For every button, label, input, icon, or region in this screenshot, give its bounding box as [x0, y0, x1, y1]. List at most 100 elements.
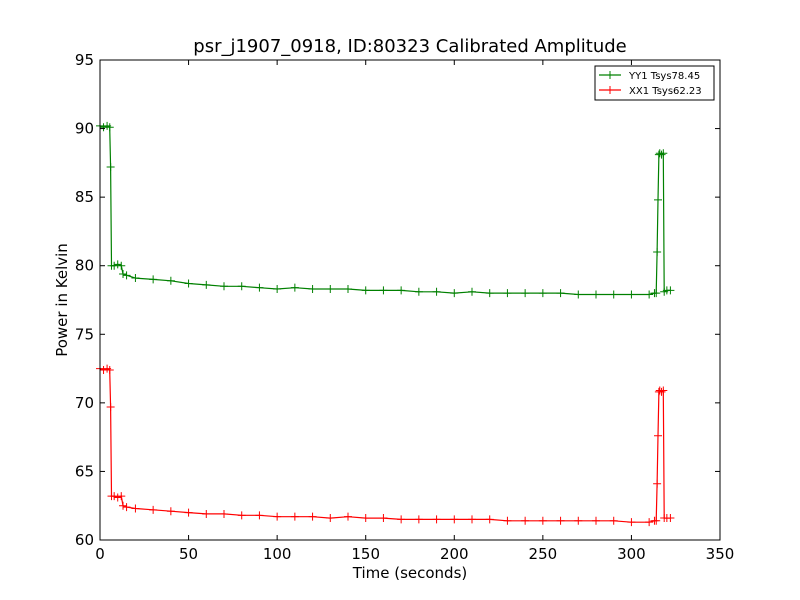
data-point: [653, 248, 662, 256]
data-point: [308, 285, 317, 294]
x-tick-label: 50: [179, 545, 198, 563]
data-point: [117, 261, 126, 270]
data-point: [657, 387, 666, 396]
x-tick-label: 0: [95, 545, 105, 563]
data-point: [326, 285, 335, 294]
data-point: [113, 493, 122, 502]
x-axis-label: Time (seconds): [352, 564, 468, 582]
data-point: [105, 365, 114, 374]
x-tick-label: 100: [263, 545, 292, 563]
data-point: [361, 514, 370, 523]
data-point: [113, 260, 122, 269]
data-point: [122, 503, 131, 512]
data-point: [645, 518, 654, 527]
data-point: [609, 516, 618, 525]
data-point: [110, 492, 119, 501]
y-tick-label: 85: [75, 188, 94, 206]
data-point: [414, 287, 423, 296]
data-point: [654, 431, 662, 440]
data-point: [184, 508, 193, 517]
data-point: [503, 516, 512, 525]
data-point: [119, 501, 128, 510]
data-point: [657, 150, 666, 159]
series-layer: [96, 121, 675, 527]
data-point: [326, 514, 335, 523]
data-point: [432, 515, 441, 524]
data-point: [379, 286, 388, 295]
data-point: [592, 290, 600, 299]
data-point: [184, 279, 193, 288]
data-point: [344, 512, 352, 521]
data-point: [666, 514, 675, 523]
data-point: [273, 285, 282, 294]
data-point: [414, 515, 423, 524]
data-point: [273, 512, 282, 521]
data-point: [308, 512, 317, 521]
data-point: [379, 514, 388, 523]
data-point: [106, 162, 115, 171]
data-point: [609, 290, 618, 299]
x-tick-label: 250: [529, 545, 558, 563]
data-point: [122, 271, 131, 280]
legend-box: [594, 65, 715, 101]
plot-area: 0 50 100 150 200 250 300 350 60 65 70 75 80 85 90 95: [75, 51, 734, 563]
legend-label: YY1 Tsys78.45: [628, 71, 700, 82]
data-point: [290, 512, 299, 521]
plot-frame: [99, 59, 721, 541]
data-point: [556, 516, 565, 525]
data-point: [110, 261, 119, 270]
data-point: [652, 516, 661, 525]
data-point: [556, 289, 565, 298]
data-point: [255, 283, 264, 292]
data-point: [117, 492, 126, 501]
data-point: [468, 515, 476, 524]
data-point: [131, 274, 140, 283]
data-point: [652, 289, 661, 298]
data-point: [654, 195, 662, 204]
data-point: [131, 504, 140, 513]
data-point: [361, 286, 370, 295]
data-point: [237, 282, 246, 291]
legend-label: XX1 Tsys62.23: [629, 86, 702, 97]
data-point: [592, 516, 600, 525]
data-point: [627, 290, 636, 299]
y-tick-label: 75: [75, 325, 94, 343]
data-point: [202, 509, 211, 518]
chart-title: psr_j1907_0918, ID:80323 Calibrated Ampl…: [193, 36, 626, 57]
data-point: [290, 283, 299, 292]
x-tick-label: 150: [351, 545, 380, 563]
x-tick-label: 300: [617, 545, 646, 563]
data-point: [106, 402, 115, 411]
x-axis-ticks: 0 50 100 150 200 250 300 350: [95, 60, 734, 563]
y-tick-label: 95: [75, 51, 94, 69]
data-point: [220, 509, 228, 518]
data-point: [521, 289, 530, 298]
y-tick-label: 90: [75, 120, 94, 138]
legend: YY1 Tsys78.45 XX1 Tsys62.23: [594, 65, 715, 101]
data-point: [627, 518, 636, 527]
y-tick-label: 60: [75, 531, 94, 549]
data-point: [397, 515, 406, 524]
data-point: [485, 515, 494, 524]
data-point: [574, 516, 583, 525]
data-point: [450, 515, 459, 524]
x-tick-label: 350: [706, 545, 735, 563]
data-point: [538, 289, 547, 298]
data-point: [149, 505, 158, 514]
data-point: [255, 511, 264, 520]
y-tick-label: 65: [75, 462, 94, 480]
y-axis-label: Power in Kelvin: [53, 243, 71, 357]
data-point: [202, 280, 211, 289]
data-point: [166, 507, 175, 516]
legend-marker: [606, 86, 614, 94]
data-point: [432, 287, 441, 296]
data-point: [220, 282, 228, 291]
data-point: [653, 479, 662, 488]
data-point: [468, 287, 476, 296]
data-point: [105, 123, 114, 132]
data-point: [149, 275, 158, 284]
series-1: [96, 364, 675, 527]
data-point: [574, 290, 583, 299]
data-point: [521, 516, 530, 525]
